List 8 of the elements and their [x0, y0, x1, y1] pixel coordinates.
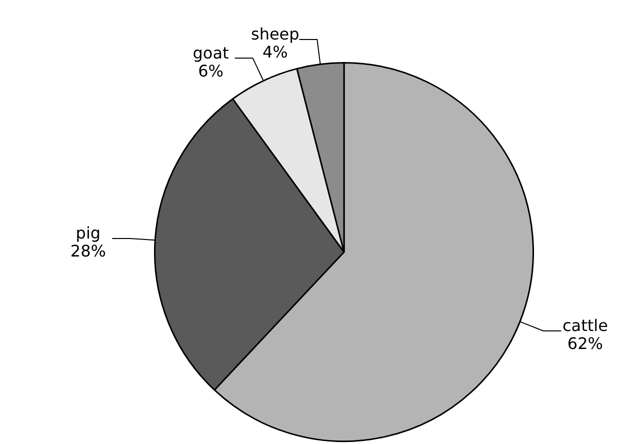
slice-label: sheep [250, 24, 300, 44]
slice-label: pig [76, 224, 101, 243]
data-label: 28% [70, 242, 106, 261]
data-label: 4% [262, 42, 288, 62]
slice-label: goat [192, 43, 229, 62]
data-label: 62% [567, 334, 603, 354]
data-label: 6% [198, 61, 224, 80]
slice-label: cattle [562, 316, 608, 336]
